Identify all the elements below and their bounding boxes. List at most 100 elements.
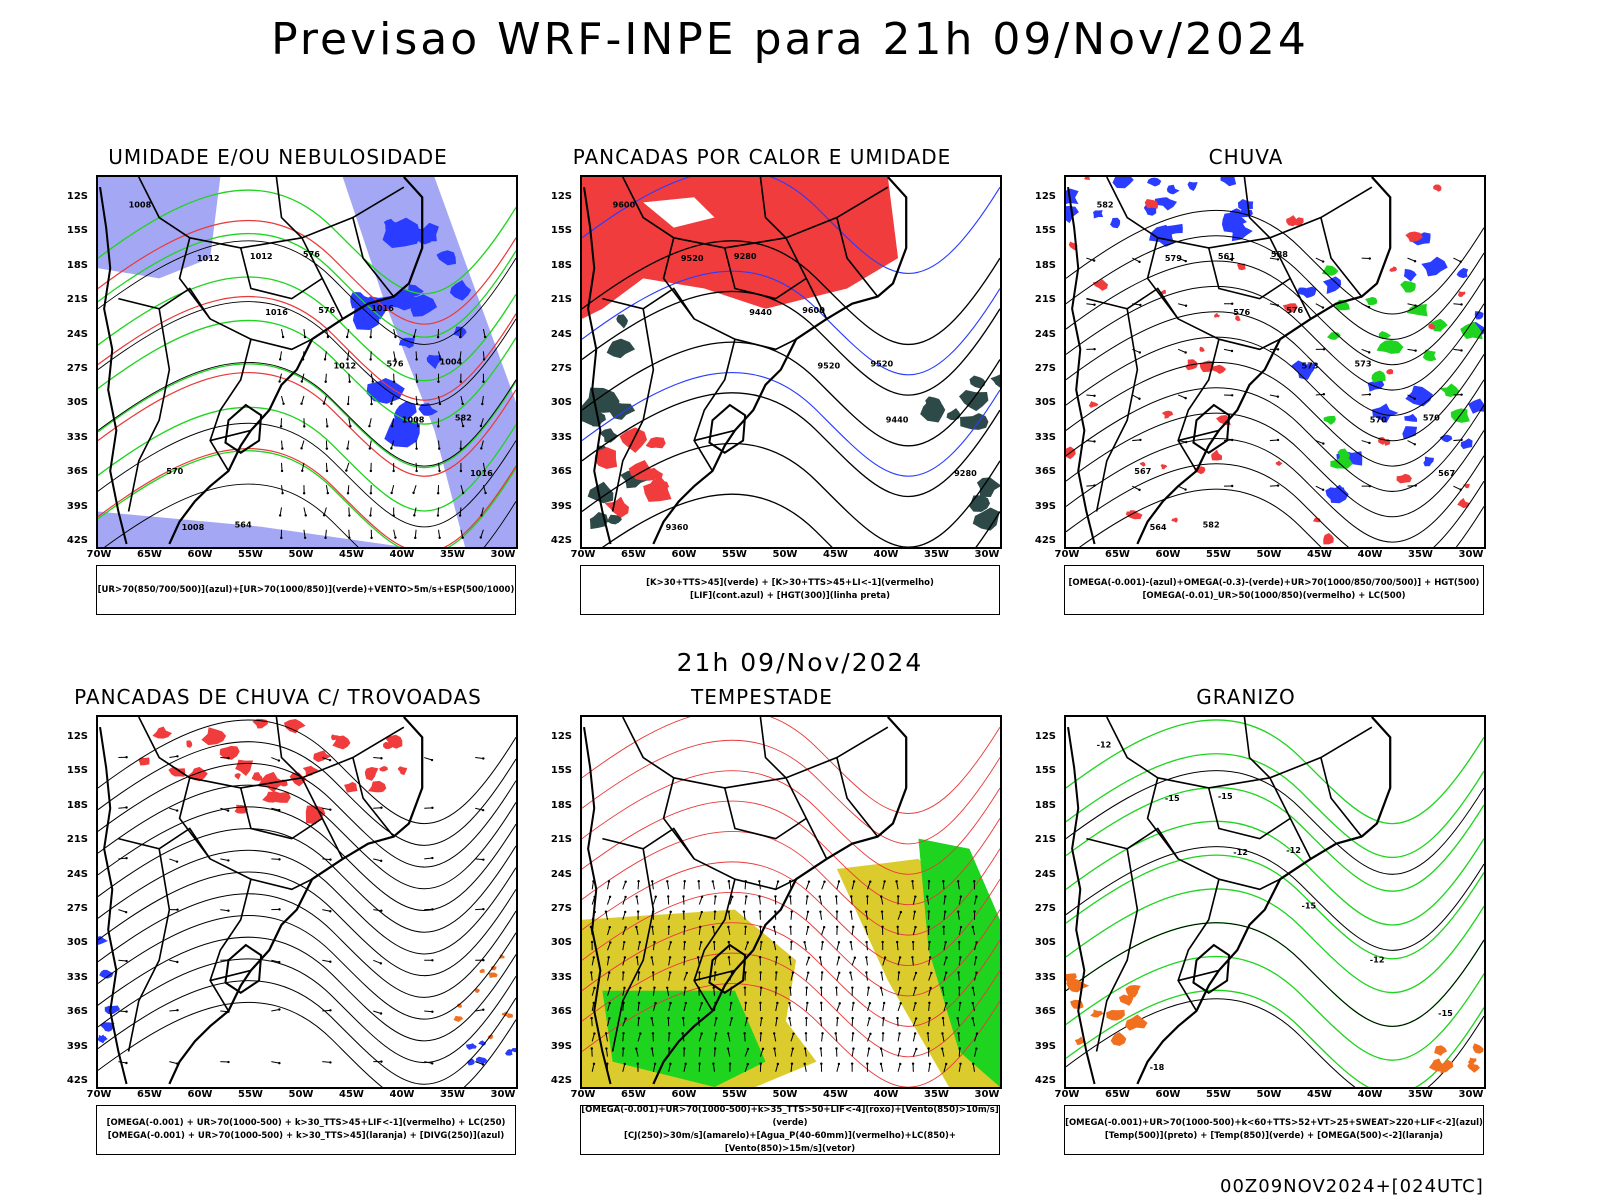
wind850-vector-head [776,880,780,883]
wind850-vector-head [867,1047,871,1050]
wind850-vector-head [697,880,700,883]
wind850-vector-head [957,1032,960,1035]
wind-vector-head [458,514,462,517]
wind850-vector-head [836,1016,839,1020]
streamline-arrow-head [125,806,128,809]
wind850-vector-head [915,1047,918,1051]
wind850-vector [804,1063,807,1072]
country-border [611,848,655,1052]
longitude-tick-label: 40W [873,1089,899,1100]
wind850-vector-head [819,986,823,989]
longitude-tick-label: 35W [440,549,465,560]
wind850-vector [911,957,914,966]
omega-blue-area [1403,268,1417,282]
streamline-arrow-head [1184,304,1188,307]
streamline-arrow-head [1322,392,1326,396]
wind-vector [325,485,329,494]
country-border [662,237,797,351]
latitude-tick-label: 42S [550,535,572,546]
wind850-vector-head [956,910,960,913]
wind850-vector-head [837,971,841,975]
wind-vector-head [412,491,415,495]
country-border [209,969,252,982]
red-dashed-contour [98,295,516,401]
wind850-vector-head [775,956,778,959]
wind850-vector-head [605,1047,608,1050]
wind-vector-head [390,491,393,495]
wind-vector [279,373,283,382]
wind850-vector [835,1033,838,1042]
streamline-arrow-head [431,806,434,810]
wind850-vector [912,1033,916,1042]
streamline-arrow-head [1184,351,1187,354]
wind850-vector [605,911,608,920]
omega500-orange-area [1467,1057,1477,1065]
wind850-vector [912,1003,917,1012]
wind850-vector [912,987,917,996]
longitude-tick-label: 30W [974,549,1000,560]
wind850-vector [622,957,626,966]
wind850-vector-head [789,895,792,898]
streamline-arrow-head [1414,349,1417,352]
wind850-vector-head [975,1047,978,1050]
wind850-vector-head [624,880,627,883]
streamline-arrow-head [380,909,383,912]
wind850-vector [835,896,838,905]
temp850-green-contour [1066,989,1484,1087]
wind850-vector [790,972,794,981]
lc850-red-contour [582,861,1000,966]
wind850-vector [836,1063,840,1072]
wind850-vector-head [864,910,868,913]
instability-green-area [607,514,622,525]
wind-vector [370,373,374,382]
wind-vector-head [438,469,441,473]
streamline-arrow [1315,485,1324,491]
longitude-tick-label: 35W [1408,1089,1433,1100]
streamline-arrow [1361,303,1370,308]
wind850-vector [928,942,931,951]
wind850-vector-head [792,1032,795,1035]
streamline-arrow-head [380,757,383,760]
wind850-vector-head [914,986,917,990]
wind850-vector-head [698,971,701,974]
country-border [723,787,807,840]
wind850-vector-head [803,1062,806,1066]
streamline-arrow-head [380,806,383,809]
wind850-vector [958,1002,961,1012]
wind850-vector [775,972,777,981]
wind-vector-head [461,491,465,495]
wind850-vector-head [608,895,612,899]
panel-legend: [K>30+TTS>45](verde) + [K>30+TTS>45+LI<-… [580,565,1000,615]
wind850-vector [941,1048,945,1057]
omega-blue-area [1421,256,1448,277]
wind850-vector-head [711,880,715,883]
wind850-vector-head [928,1016,931,1020]
country-border [1320,757,1363,838]
wind850-vector [775,881,779,890]
latitude-tick-label: 33S [66,431,88,443]
wind850-vector [849,972,853,981]
streamline-arrow [322,757,331,761]
convective-red-area [385,734,403,749]
streamline-arrow-head [1138,488,1141,492]
wind850-vector-head [958,1001,962,1005]
legend-line: [OMEGA(-0.001)+UR>70(1000-500)+k<60+TTS>… [1065,1118,1483,1128]
latitude-tick-label: 18S [1034,259,1056,271]
streamline-arrow [118,857,127,860]
wind850-vector-head [622,971,625,974]
streamline-arrow-head [379,859,383,863]
omega500-orange-area [1110,1032,1127,1047]
wind850-vector-head [746,941,749,944]
wind850-vector-head [849,910,853,913]
latitude-tick-label: 12S [1034,191,1056,202]
longitude-tick-label: 60W [671,549,697,560]
contour-label: 1016 [371,303,394,313]
map-panel-chuva: CHUVA 582 579 576 573 570 567 564 561 576 573 570 56… [1016,145,1486,625]
country-border [602,287,695,320]
wind850-vector [622,1033,625,1042]
wind850-vector [866,1003,871,1012]
wind850-vector-head [853,956,857,959]
wind850-vector-head [759,1001,762,1005]
wind-vector [480,507,484,516]
wind850-vector-head [608,971,611,974]
